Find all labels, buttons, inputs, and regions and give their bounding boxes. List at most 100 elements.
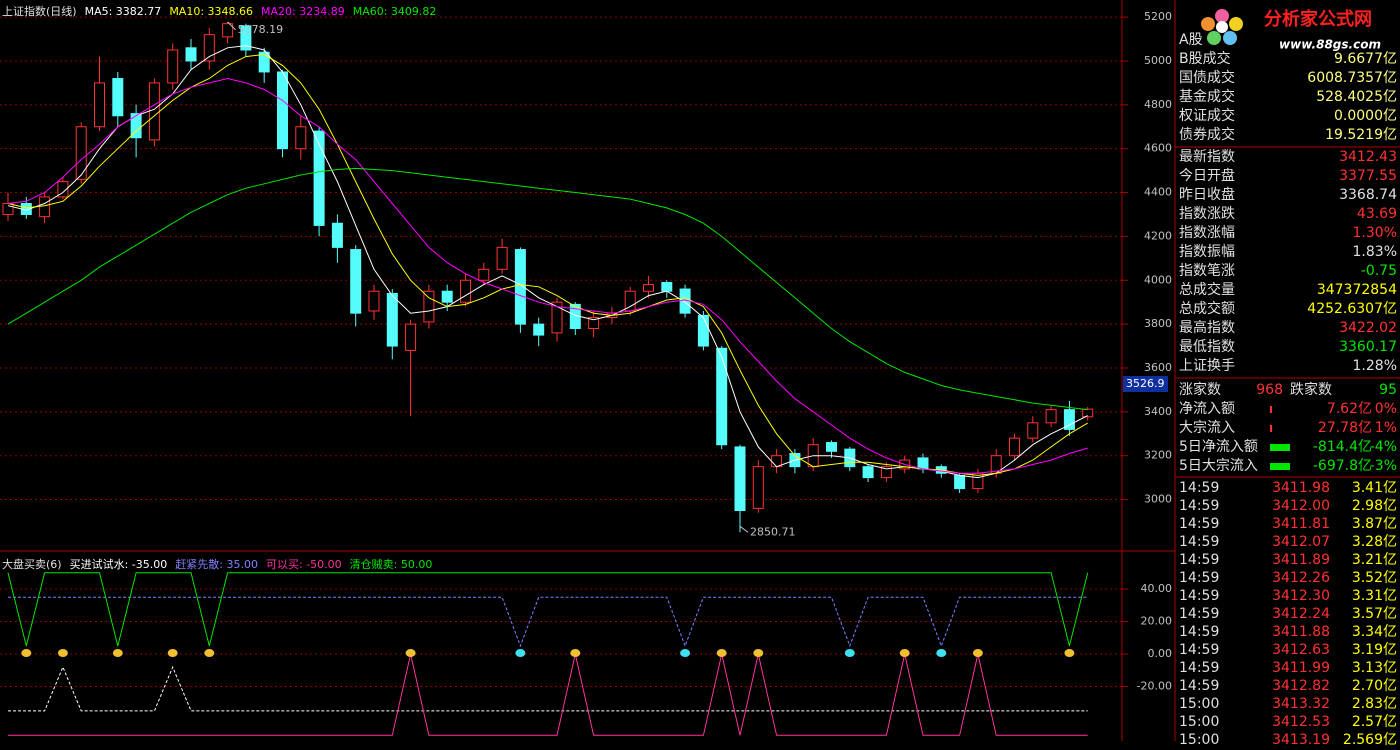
tick-price: 3413.32 — [1272, 696, 1330, 712]
row-value: -0.75 — [1360, 263, 1397, 279]
tick-price: 3412.82 — [1272, 678, 1330, 694]
candle-body — [1027, 422, 1039, 439]
candle-body — [551, 301, 563, 334]
tick-time: 14:59 — [1179, 570, 1220, 586]
row-value: 3412.43 — [1339, 149, 1397, 165]
flow-bar — [1270, 406, 1272, 413]
candle-body — [734, 446, 746, 512]
signal-icon — [405, 649, 416, 658]
tick-volume: 2.70亿 — [1351, 678, 1397, 694]
row-value: 4252.6307亿 — [1307, 301, 1397, 317]
row-value: 43.69 — [1356, 206, 1397, 222]
row-value: 3368.74 — [1339, 187, 1397, 203]
candle-body — [716, 347, 728, 446]
tick-price: 3412.26 — [1272, 570, 1330, 586]
tick-time: 14:59 — [1179, 642, 1220, 658]
chart-title: 大盘买卖(6) — [2, 558, 62, 571]
row-label: 最低指数 — [1179, 339, 1235, 355]
tick-time: 14:59 — [1179, 606, 1220, 622]
signal-icon — [1064, 649, 1075, 658]
row-label: 5日净流入额 — [1179, 439, 1258, 455]
y-tick-label: 4400 — [1144, 186, 1172, 199]
tick-price: 3412.63 — [1272, 642, 1330, 658]
series-line — [7, 572, 1089, 647]
row-value: -814.4亿 — [1312, 439, 1372, 455]
row-label: B股成交 — [1179, 51, 1231, 67]
stat-label: 涨家数 — [1179, 382, 1221, 398]
row-value: 1.83% — [1352, 244, 1397, 260]
tick-time: 14:59 — [1179, 498, 1220, 514]
y-tick-label: 5000 — [1144, 54, 1172, 67]
row-label: 大宗流入 — [1179, 420, 1235, 436]
row-value: 347372854 — [1316, 282, 1397, 298]
flow-bar — [1270, 425, 1272, 432]
candle-body — [423, 290, 435, 323]
logo-title: 分析家公式网 — [1264, 8, 1372, 30]
candle-body — [185, 47, 197, 62]
candle-body — [478, 268, 490, 281]
tick-volume: 2.83亿 — [1351, 696, 1397, 712]
candle-body — [295, 126, 307, 150]
tick-price: 3411.99 — [1272, 660, 1330, 676]
row-label: 昨日收盘 — [1179, 187, 1235, 203]
row-value: 1.28% — [1352, 358, 1397, 374]
row-label: 5日大宗流入 — [1179, 458, 1258, 474]
tick-time: 14:59 — [1179, 516, 1220, 532]
candle-body — [1082, 408, 1094, 418]
chart-title: 上证指数(日线) — [2, 5, 77, 18]
signal-icon — [899, 649, 910, 658]
signal-icon — [753, 649, 764, 658]
row-value: 1.30% — [1352, 225, 1397, 241]
row-value: -697.8亿 — [1312, 458, 1372, 474]
row-value: 3422.02 — [1339, 320, 1397, 336]
row-label: 总成交额 — [1179, 301, 1235, 317]
tick-time: 14:59 — [1179, 678, 1220, 694]
y-tick-label: 3600 — [1144, 361, 1172, 374]
row-label: 基金成交 — [1179, 89, 1235, 105]
row-value: 19.5219亿 — [1325, 127, 1397, 143]
row-label: 净流入额 — [1179, 401, 1235, 417]
series-line — [8, 596, 1088, 648]
candle-body — [258, 51, 270, 73]
signal-icon — [167, 649, 178, 658]
row-pct: -4% — [1369, 439, 1397, 455]
series-line — [8, 653, 1088, 736]
legend-entry: MA60: 3409.82 — [352, 5, 437, 18]
legend-entry: 赶紧先散: 35.00 — [175, 558, 258, 571]
row-label: 指数笔涨 — [1179, 263, 1235, 279]
annotation: 5178.19 — [238, 23, 284, 36]
signal-icon — [972, 649, 983, 658]
candle-body — [1063, 409, 1075, 430]
candle-body — [313, 130, 325, 226]
candle-body — [368, 290, 380, 312]
candle-body — [954, 474, 966, 490]
y-tick-label: 3400 — [1144, 405, 1172, 418]
candle-body — [496, 246, 508, 270]
legend-entry: MA10: 3348.66 — [169, 5, 254, 18]
row-value: 3377.55 — [1339, 168, 1397, 184]
tick-volume: 3.41亿 — [1351, 480, 1397, 496]
row-label: 最新指数 — [1179, 149, 1235, 165]
main-legend: 上证指数(日线) MA5: 3382.77 MA10: 3348.66 MA20: 3… — [2, 3, 444, 19]
row-label: 债券成交 — [1179, 127, 1235, 143]
candle-body — [75, 126, 87, 180]
tick-volume: 3.87亿 — [1351, 516, 1397, 532]
row-label: 指数涨跌 — [1179, 206, 1235, 222]
tick-time: 14:59 — [1179, 480, 1220, 496]
row-value: 7.62亿 — [1326, 401, 1372, 417]
row-value: 9.6677亿 — [1334, 51, 1397, 67]
candle-body — [533, 323, 545, 336]
candle-body — [112, 78, 124, 117]
stat-label: 跌家数 — [1290, 382, 1332, 398]
row-label: 今日开盘 — [1179, 168, 1235, 184]
tick-volume: 3.52亿 — [1351, 570, 1397, 586]
candle-body — [350, 249, 362, 314]
tick-time: 14:59 — [1179, 624, 1220, 640]
series-line — [7, 53, 1088, 476]
candle-body — [862, 466, 874, 479]
row-pct: -3% — [1369, 458, 1397, 474]
row-label: 权证成交 — [1179, 108, 1235, 124]
candle-body — [148, 82, 160, 141]
row-value: 0.0000亿 — [1334, 108, 1397, 124]
